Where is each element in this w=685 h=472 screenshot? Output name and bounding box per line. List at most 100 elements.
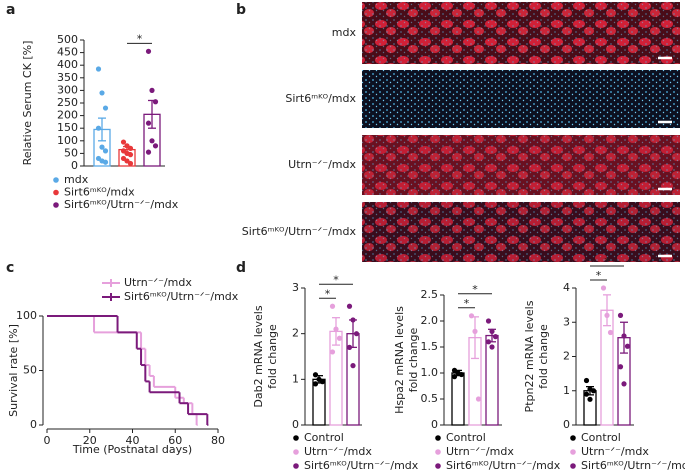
image-label: Sirt6ᵐᴷᴼ/mdx bbox=[285, 92, 356, 105]
data-point bbox=[127, 152, 134, 158]
y-axis-label: Ptpn22 mRNA levels bbox=[523, 300, 536, 412]
data-point bbox=[458, 371, 465, 378]
image-label: Utrn⁻ᐟ⁻/mdx bbox=[288, 158, 356, 171]
data-point bbox=[149, 87, 155, 93]
legend-label: Utrn⁻ᐟ⁻/mdx bbox=[581, 445, 649, 458]
x-tick-label: 40 bbox=[126, 434, 140, 447]
legend-label: Control bbox=[304, 431, 344, 444]
y-tick-label: 150 bbox=[57, 121, 78, 134]
y-axis-label: Survival rate [%] bbox=[7, 324, 20, 417]
y-tick-label: 1 bbox=[563, 384, 570, 397]
panel-label: a bbox=[6, 2, 15, 18]
legend-label: Sirt6ᵐᴷᴼ/Utrn⁻ᐟ⁻/mdx bbox=[304, 459, 419, 472]
data-point bbox=[489, 344, 495, 350]
data-point bbox=[99, 144, 105, 150]
data-point bbox=[102, 148, 109, 154]
legend-label: Utrn⁻ᐟ⁻/mdx bbox=[304, 445, 372, 458]
data-point bbox=[99, 90, 105, 96]
data-point bbox=[350, 317, 356, 323]
data-point bbox=[145, 149, 152, 155]
data-point bbox=[587, 396, 593, 402]
y-tick-label: 350 bbox=[57, 71, 78, 84]
legend-label: Sirt6ᵐᴷᴼ/Utrn⁻ᐟ⁻/mdx bbox=[124, 290, 239, 303]
data-point bbox=[350, 363, 356, 369]
legend-label: Utrn⁻ᐟ⁻/mdx bbox=[446, 445, 514, 458]
micrograph-blue bbox=[362, 70, 680, 128]
data-point bbox=[617, 364, 624, 370]
y-axis-label: fold change bbox=[266, 324, 279, 389]
image-label: mdx bbox=[332, 26, 357, 39]
legend-marker bbox=[435, 449, 441, 455]
y-tick-label: 2 bbox=[563, 350, 570, 363]
data-point bbox=[102, 159, 109, 165]
data-point bbox=[590, 388, 597, 394]
data-point bbox=[583, 377, 590, 384]
data-point bbox=[621, 333, 627, 339]
data-point bbox=[152, 143, 159, 149]
data-point bbox=[346, 303, 353, 309]
micrograph-blue bbox=[362, 135, 680, 195]
legend-marker bbox=[53, 177, 59, 183]
data-point bbox=[617, 312, 624, 318]
y-tick-label: 2.0 bbox=[421, 314, 439, 327]
y-tick-label: 250 bbox=[57, 96, 78, 109]
legend-label: Sirt6ᵐᴷᴼ/Utrn⁻ᐟ⁻/mdx bbox=[581, 459, 685, 472]
legend-marker bbox=[53, 189, 59, 196]
image-label: Sirt6ᵐᴷᴼ/Utrn⁻ᐟ⁻/mdx bbox=[242, 225, 357, 238]
data-point bbox=[489, 328, 495, 334]
data-point bbox=[312, 381, 319, 387]
legend-label: Sirt6ᵐᴷᴼ/Utrn⁻ᐟ⁻/mdx bbox=[446, 459, 561, 472]
y-tick-label: 0 bbox=[292, 418, 299, 431]
data-point bbox=[145, 48, 152, 54]
legend-label: Sirt6ᵐᴷᴼ/mdx bbox=[64, 186, 135, 199]
data-point bbox=[319, 379, 326, 385]
y-axis-label: fold change bbox=[407, 327, 420, 392]
legend-marker bbox=[293, 435, 299, 441]
data-point bbox=[600, 285, 607, 291]
y-axis-label: Hspa2 mRNA levels bbox=[393, 306, 406, 414]
data-point bbox=[127, 160, 134, 167]
y-tick-label: 4 bbox=[563, 281, 570, 294]
legend-label: Control bbox=[581, 431, 621, 444]
data-point bbox=[621, 381, 627, 387]
data-point bbox=[333, 326, 339, 332]
y-axis-label: Relative Serum CK [%] bbox=[21, 41, 34, 166]
data-point bbox=[346, 344, 353, 350]
legend-marker bbox=[435, 463, 441, 469]
legend-marker bbox=[53, 202, 59, 208]
y-tick-label: 0 bbox=[431, 418, 438, 431]
legend-marker bbox=[293, 449, 299, 455]
significance-label: * bbox=[604, 255, 610, 268]
data-point bbox=[485, 318, 492, 324]
data-point bbox=[624, 343, 631, 349]
panel-label: c bbox=[6, 260, 14, 276]
legend-marker bbox=[435, 435, 441, 441]
y-tick-label: 2 bbox=[292, 327, 299, 340]
data-point bbox=[583, 391, 590, 397]
legend-marker bbox=[570, 435, 576, 441]
legend-marker bbox=[570, 449, 576, 455]
data-point bbox=[145, 120, 152, 126]
significance-label: * bbox=[137, 32, 143, 45]
y-tick-label: 400 bbox=[57, 58, 78, 71]
panel-label: b bbox=[236, 2, 246, 18]
y-axis-label: Dab2 mRNA levels bbox=[252, 305, 265, 407]
data-point bbox=[472, 328, 478, 334]
y-tick-label: 200 bbox=[57, 109, 78, 122]
bar bbox=[451, 372, 465, 426]
x-tick-label: 60 bbox=[168, 434, 182, 447]
data-point bbox=[102, 105, 109, 111]
y-tick-label: 0 bbox=[71, 159, 78, 172]
significance-label: * bbox=[472, 283, 478, 296]
data-point bbox=[329, 303, 336, 309]
data-point bbox=[468, 313, 475, 319]
data-point bbox=[353, 331, 360, 337]
significance-label: * bbox=[464, 297, 470, 310]
y-tick-label: 500 bbox=[57, 33, 78, 46]
y-tick-label: 300 bbox=[57, 83, 78, 96]
y-tick-label: 3 bbox=[292, 281, 299, 294]
y-tick-label: 100 bbox=[57, 134, 78, 147]
data-point bbox=[329, 349, 336, 355]
legend-marker bbox=[293, 463, 299, 469]
